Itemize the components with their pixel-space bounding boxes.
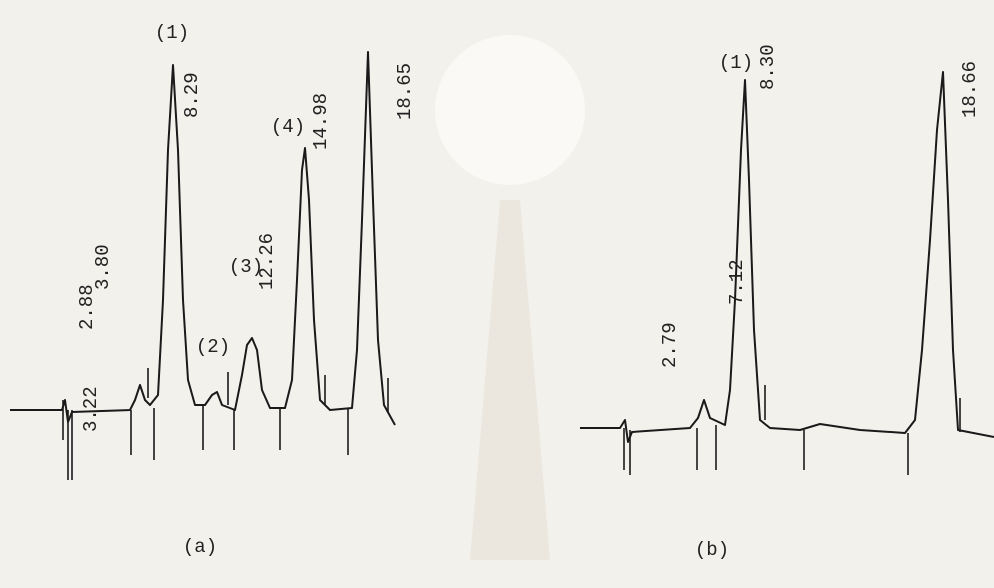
retention-time: 18.65 (394, 63, 416, 120)
retention-time: 2.88 (76, 284, 98, 330)
trace-b (580, 71, 994, 443)
peak-label: (1) (719, 52, 753, 74)
integration-ticks (62, 368, 389, 480)
retention-time: 18.66 (959, 61, 981, 118)
retention-time: 12.26 (256, 233, 278, 290)
peak-label: (3) (229, 256, 263, 278)
peak-label: (2) (196, 336, 230, 358)
peak-label: (1) (155, 22, 189, 44)
retention-time: 14.98 (310, 93, 332, 150)
watermark (470, 200, 550, 560)
retention-time: 7.12 (726, 259, 748, 305)
trace-a (10, 51, 396, 426)
retention-time: 2.79 (659, 322, 681, 368)
panel-a: (1) 8.29 (4) 14.98 18.65 2.88 3.80 (2) (… (10, 22, 416, 558)
caption: (a) (183, 536, 217, 558)
panel-b: (1) 8.30 18.66 2.79 7.12 (b) (580, 44, 994, 561)
retention-time: 8.30 (757, 44, 779, 90)
peak-label: (4) (271, 116, 305, 138)
retention-time: 3.80 (92, 244, 114, 290)
integration-ticks (623, 385, 961, 475)
retention-time: 3.22 (80, 386, 102, 432)
caption: (b) (695, 539, 729, 561)
retention-time: 8.29 (181, 72, 203, 118)
watermark-glow (435, 35, 585, 185)
